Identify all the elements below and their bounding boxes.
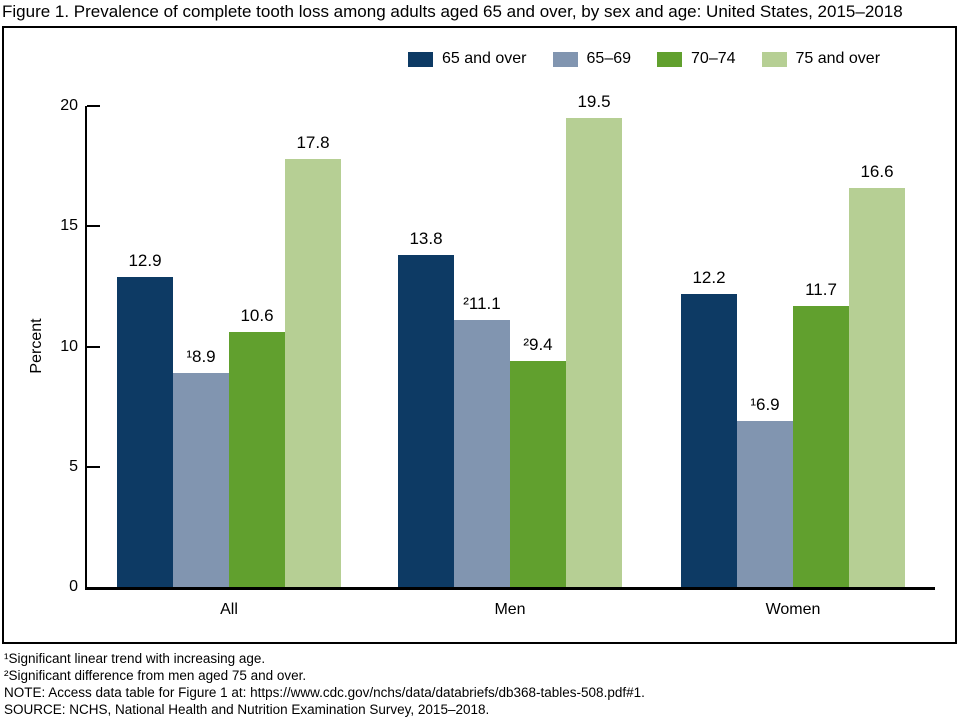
bar-value-label-men-70-74: ²9.4 — [523, 335, 553, 354]
legend: 65 and over 65–69 70–74 75 and over — [408, 48, 880, 70]
bar-value-label-women-65-and-over: 12.2 — [692, 268, 726, 287]
bar-men-65-69 — [454, 320, 510, 587]
bar-men-75-and-over — [566, 118, 622, 587]
legend-swatch-70-74 — [657, 51, 683, 67]
y-tick-5 — [87, 465, 100, 468]
legend-swatch-65-69 — [552, 51, 578, 67]
bar-women-75-and-over — [849, 188, 905, 587]
plot-area: Percent 0 5 10 15 20 12.9 13.8 12.2 ¹8.9 ²11.1 ¹6.… — [4, 28, 955, 642]
footnote-source: SOURCE: NCHS, National Health and Nutrit… — [4, 702, 490, 717]
legend-label: 65 and over — [442, 50, 527, 67]
footnote-2: ²Significant difference from men aged 75… — [4, 668, 307, 683]
bar-value-label-all-65-69: ¹8.9 — [186, 347, 216, 366]
bar-men-70-74 — [510, 361, 566, 587]
y-tick-label-10: 10 — [60, 337, 78, 355]
x-axis-line — [85, 587, 935, 590]
legend-item-65-and-over: 65 and over — [408, 50, 527, 68]
bar-value-label-all-65-and-over: 12.9 — [128, 251, 162, 270]
y-tick-10 — [87, 345, 100, 348]
legend-swatch-65-and-over — [408, 51, 433, 67]
footnote-note: NOTE: Access data table for Figure 1 at:… — [4, 685, 645, 700]
bar-all-65-and-over — [117, 277, 173, 587]
x-category-label-men: Men — [494, 601, 526, 618]
y-tick-label-5: 5 — [69, 457, 78, 475]
legend-label: 65–69 — [586, 50, 632, 67]
bar-all-65-69 — [173, 373, 229, 587]
bar-all-75-and-over — [285, 159, 341, 587]
bar-value-label-men-65-69: ²11.1 — [463, 294, 501, 313]
bar-women-70-74 — [793, 306, 849, 587]
bar-value-label-all-70-74: 10.6 — [240, 306, 274, 325]
y-tick-20 — [87, 105, 100, 107]
y-tick-label-15: 15 — [60, 217, 78, 235]
bar-all-70-74 — [229, 332, 285, 587]
bar-value-label-women-70-74: 11.7 — [805, 280, 837, 299]
figure-title: Figure 1. Prevalence of complete tooth l… — [2, 2, 903, 21]
legend-swatch-75-and-over — [761, 51, 787, 67]
bar-value-label-all-75-and-over: 17.8 — [296, 133, 330, 152]
chart-frame: 65 and over 65–69 70–74 75 and over Percent… — [2, 26, 957, 644]
bar-women-65-69 — [737, 421, 793, 587]
footnotes: ¹Significant linear trend with increasin… — [4, 650, 645, 718]
legend-label: 70–74 — [691, 50, 736, 67]
legend-item-75-and-over: 75 and over — [761, 50, 881, 68]
x-category-label-women: Women — [765, 601, 821, 618]
bar-value-label-men-75-and-over: 19.5 — [577, 92, 611, 111]
bar-value-label-women-65-69: ¹6.9 — [750, 395, 780, 414]
bar-women-65-and-over — [681, 294, 737, 587]
legend-item-65-69: 65–69 — [552, 50, 632, 68]
y-tick-15 — [87, 225, 100, 228]
bar-value-label-men-65-and-over: 13.8 — [409, 229, 443, 248]
legend-item-70-74: 70–74 — [657, 50, 736, 68]
x-category-label-all: All — [220, 601, 238, 618]
y-tick-label-20: 20 — [60, 97, 78, 114]
y-tick-label-0: 0 — [69, 578, 78, 595]
y-axis-line — [85, 106, 87, 590]
bar-value-label-women-75-and-over: 16.6 — [860, 162, 894, 181]
footnote-1: ¹Significant linear trend with increasin… — [4, 651, 266, 666]
bar-men-65-and-over — [398, 255, 454, 587]
legend-label: 75 and over — [795, 50, 881, 67]
